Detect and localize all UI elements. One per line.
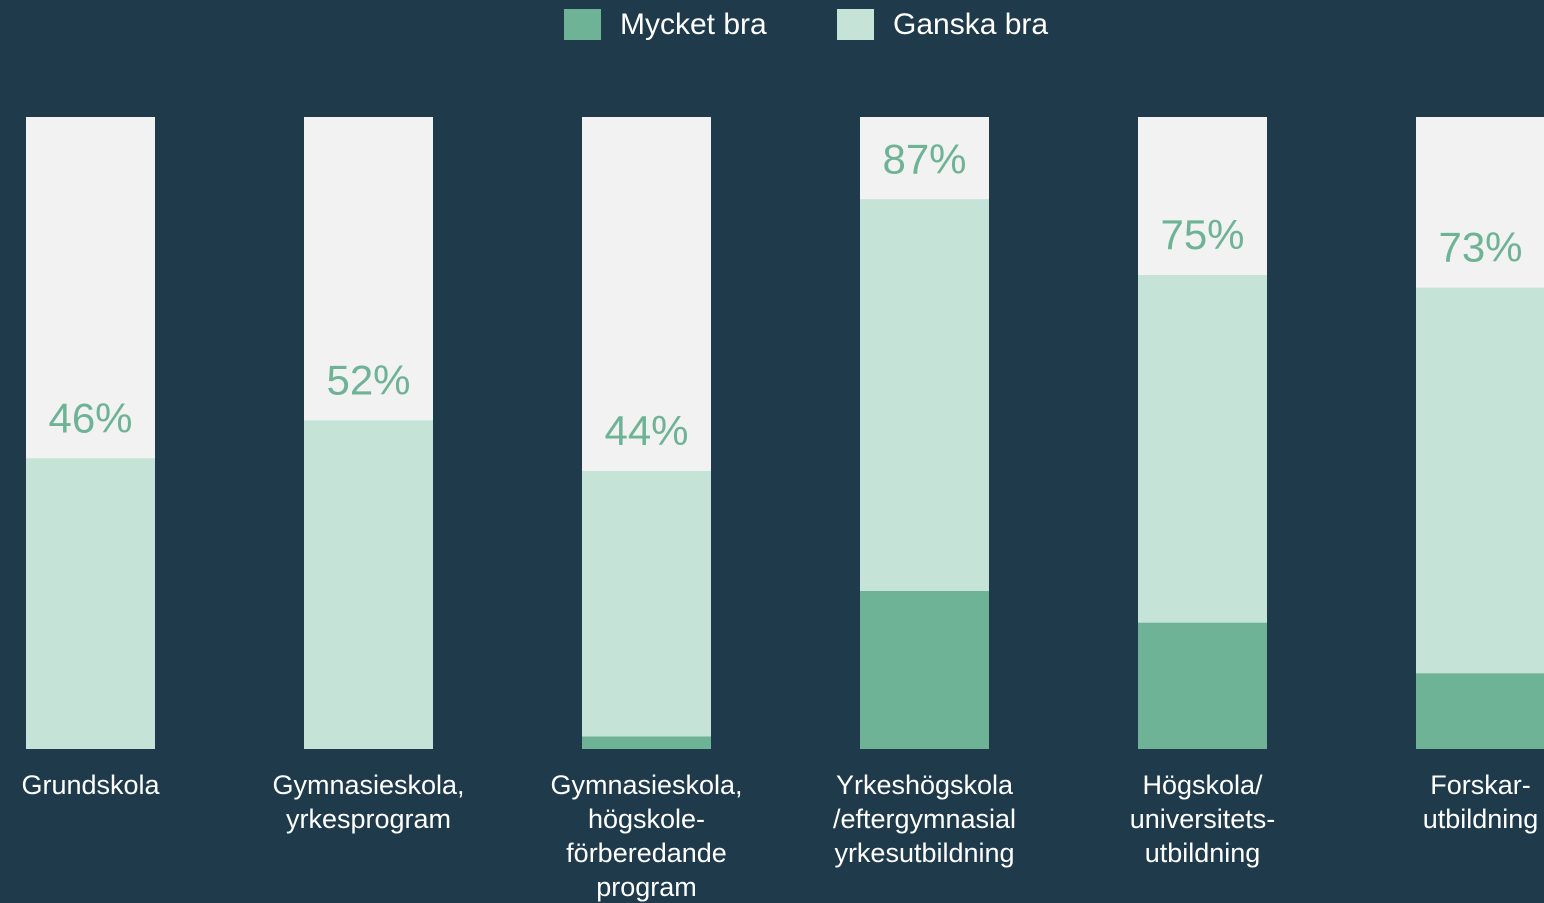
x-tick-label: Gymnasieskola, högskole- förberedande pr…	[550, 770, 743, 902]
bar-segment	[582, 736, 711, 749]
x-tick-label: Forskar- utbildning	[1422, 770, 1539, 834]
total-label: 87%	[882, 135, 966, 182]
total-label: 46%	[48, 394, 132, 441]
bar-segment	[1416, 287, 1544, 674]
legend-swatch	[564, 9, 601, 40]
bar-segment	[582, 470, 711, 737]
total-label: 75%	[1160, 211, 1244, 258]
bar-segment	[1416, 673, 1544, 749]
total-label: 52%	[326, 356, 410, 403]
legend-swatch	[837, 9, 874, 40]
total-label: 44%	[604, 407, 688, 454]
bar-segment	[1138, 275, 1267, 623]
legend-label: Mycket bra	[620, 8, 767, 41]
bar-segment	[860, 591, 989, 749]
bar-segment	[1138, 622, 1267, 749]
bar-segment	[26, 458, 155, 749]
bar-segment	[304, 420, 433, 749]
x-tick-label: Gymnasieskola, yrkesprogram	[272, 770, 465, 834]
legend-label: Ganska bra	[893, 8, 1048, 41]
total-label: 73%	[1438, 224, 1522, 271]
x-tick-label: Yrkeshögskola /eftergymnasial yrkesutbil…	[832, 770, 1017, 868]
x-tick-label: Grundskola	[21, 770, 160, 800]
x-tick-label: Högskola/ universitets- utbildning	[1129, 770, 1276, 868]
bar-segment	[860, 199, 989, 591]
